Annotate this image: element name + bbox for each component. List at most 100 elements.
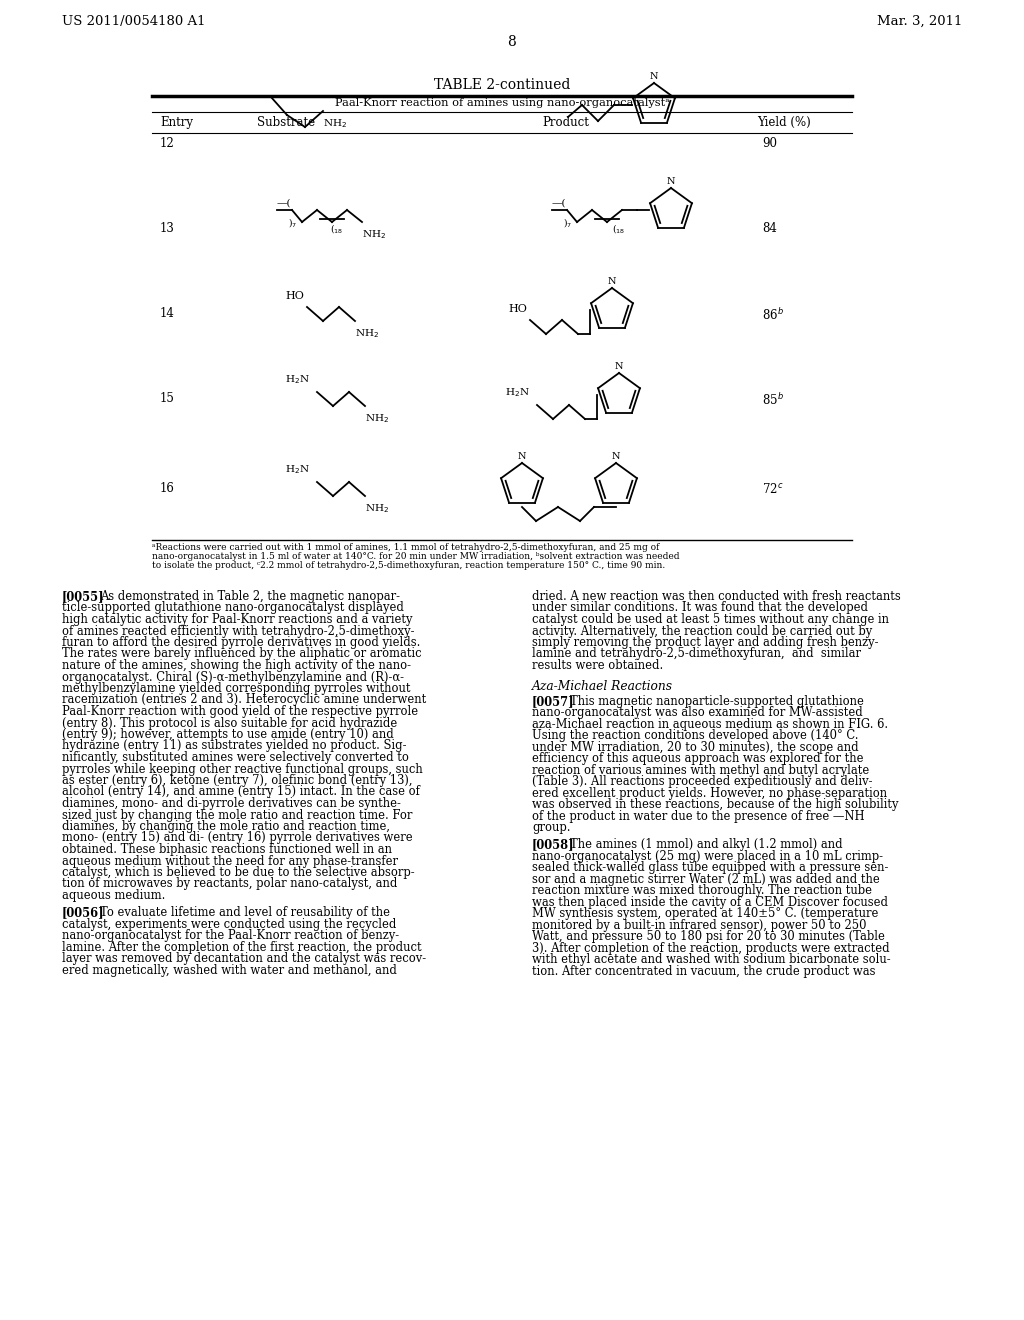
Text: aza-Michael reaction in aqueous medium as shown in FIG. 6.: aza-Michael reaction in aqueous medium a… bbox=[532, 718, 888, 731]
Text: catalyst, which is believed to be due to the selective absorp-: catalyst, which is believed to be due to… bbox=[62, 866, 415, 879]
Text: ticle-supported glutathione nano-organocatalyst displayed: ticle-supported glutathione nano-organoc… bbox=[62, 602, 403, 615]
Text: sized just by changing the mole ratio and reaction time. For: sized just by changing the mole ratio an… bbox=[62, 808, 413, 821]
Text: Substrate: Substrate bbox=[257, 116, 315, 129]
Text: diamines, mono- and di-pyrrole derivatives can be synthe-: diamines, mono- and di-pyrrole derivativ… bbox=[62, 797, 400, 810]
Text: 12: 12 bbox=[160, 137, 175, 150]
Text: group.: group. bbox=[532, 821, 570, 834]
Text: 16: 16 bbox=[160, 482, 175, 495]
Text: catalyst, experiments were conducted using the recycled: catalyst, experiments were conducted usi… bbox=[62, 917, 396, 931]
Text: Mar. 3, 2011: Mar. 3, 2011 bbox=[877, 15, 962, 28]
Text: racemization (entries 2 and 3). Heterocyclic amine underwent: racemization (entries 2 and 3). Heterocy… bbox=[62, 693, 426, 706]
Text: lamine. After the completion of the first reaction, the product: lamine. After the completion of the firs… bbox=[62, 941, 422, 954]
Text: N: N bbox=[611, 451, 621, 461]
Text: ($_{18}$: ($_{18}$ bbox=[612, 222, 625, 235]
Text: hydrazine (entry 11) as substrates yielded no product. Sig-: hydrazine (entry 11) as substrates yield… bbox=[62, 739, 407, 752]
Text: US 2011/0054180 A1: US 2011/0054180 A1 bbox=[62, 15, 206, 28]
Text: 15: 15 bbox=[160, 392, 175, 405]
Text: mono- (entry 15) and di- (entry 16) pyrrole derivatives were: mono- (entry 15) and di- (entry 16) pyrr… bbox=[62, 832, 413, 845]
Text: reaction mixture was mixed thoroughly. The reaction tube: reaction mixture was mixed thoroughly. T… bbox=[532, 884, 872, 898]
Text: organocatalyst. Chiral (S)-α-methylbenzylamine and (R)-α-: organocatalyst. Chiral (S)-α-methylbenzy… bbox=[62, 671, 404, 684]
Text: NH$_2$: NH$_2$ bbox=[362, 228, 386, 240]
Text: [0057]: [0057] bbox=[532, 694, 574, 708]
Text: Aza-Michael Reactions: Aza-Michael Reactions bbox=[532, 680, 673, 693]
Text: Paal-Knorr reaction with good yield of the respective pyrrole: Paal-Knorr reaction with good yield of t… bbox=[62, 705, 418, 718]
Text: NH$_2$: NH$_2$ bbox=[365, 502, 389, 515]
Text: 8: 8 bbox=[508, 36, 516, 49]
Text: (Table 3). All reactions proceeded expeditiously and deliv-: (Table 3). All reactions proceeded exped… bbox=[532, 775, 872, 788]
Text: —(: —( bbox=[278, 199, 292, 209]
Text: 14: 14 bbox=[160, 308, 175, 319]
Text: The rates were barely influenced by the aliphatic or aromatic: The rates were barely influenced by the … bbox=[62, 648, 422, 660]
Text: high catalytic activity for Paal-Knorr reactions and a variety: high catalytic activity for Paal-Knorr r… bbox=[62, 612, 413, 626]
Text: aqueous medium.: aqueous medium. bbox=[62, 888, 165, 902]
Text: nano-organocatalyst was also examined for MW-assisted: nano-organocatalyst was also examined fo… bbox=[532, 706, 863, 719]
Text: 85$^b$: 85$^b$ bbox=[762, 392, 784, 408]
Text: was observed in these reactions, because of the high solubility: was observed in these reactions, because… bbox=[532, 799, 898, 812]
Text: nano-organocatalyst (25 mg) were placed in a 10 mL crimp-: nano-organocatalyst (25 mg) were placed … bbox=[532, 850, 883, 863]
Text: lamine and tetrahydro-2,5-dimethoxyfuran,  and  similar: lamine and tetrahydro-2,5-dimethoxyfuran… bbox=[532, 648, 861, 660]
Text: efficiency of this aqueous approach was explored for the: efficiency of this aqueous approach was … bbox=[532, 752, 863, 766]
Text: Paal-Knorr reaction of amines using nano-organocatalystᵃ: Paal-Knorr reaction of amines using nano… bbox=[335, 98, 670, 108]
Text: activity. Alternatively, the reaction could be carried out by: activity. Alternatively, the reaction co… bbox=[532, 624, 872, 638]
Text: N: N bbox=[518, 451, 526, 461]
Text: ered excellent product yields. However, no phase-separation: ered excellent product yields. However, … bbox=[532, 787, 887, 800]
Text: NH$_2$: NH$_2$ bbox=[365, 412, 389, 425]
Text: —(: —( bbox=[552, 199, 566, 209]
Text: pyrroles while keeping other reactive functional groups, such: pyrroles while keeping other reactive fu… bbox=[62, 763, 423, 776]
Text: H$_2$N: H$_2$N bbox=[505, 387, 529, 399]
Text: methylbenzylamine yielded corresponding pyrroles without: methylbenzylamine yielded corresponding … bbox=[62, 682, 411, 696]
Text: of the product in water due to the presence of free —NH: of the product in water due to the prese… bbox=[532, 809, 864, 822]
Text: 86$^b$: 86$^b$ bbox=[762, 308, 784, 323]
Text: This magnetic nanoparticle-supported glutathione: This magnetic nanoparticle-supported glu… bbox=[570, 694, 864, 708]
Text: As demonstrated in Table 2, the magnetic nanopar-: As demonstrated in Table 2, the magnetic… bbox=[100, 590, 400, 603]
Text: 90: 90 bbox=[762, 137, 777, 150]
Text: diamines, by changing the mole ratio and reaction time,: diamines, by changing the mole ratio and… bbox=[62, 820, 390, 833]
Text: nature of the amines, showing the high activity of the nano-: nature of the amines, showing the high a… bbox=[62, 659, 411, 672]
Text: To evaluate lifetime and level of reusability of the: To evaluate lifetime and level of reusab… bbox=[100, 907, 390, 919]
Text: NH$_2$: NH$_2$ bbox=[355, 327, 379, 339]
Text: under MW irradiation, 20 to 30 minutes), the scope and: under MW irradiation, 20 to 30 minutes),… bbox=[532, 741, 859, 754]
Text: Entry: Entry bbox=[160, 116, 193, 129]
Text: NH$_2$: NH$_2$ bbox=[323, 117, 347, 129]
Text: under similar conditions. It was found that the developed: under similar conditions. It was found t… bbox=[532, 602, 868, 615]
Text: with ethyl acetate and washed with sodium bicarbonate solu-: with ethyl acetate and washed with sodiu… bbox=[532, 953, 891, 966]
Text: as ester (entry 6), ketone (entry 7), olefinic bond (entry 13),: as ester (entry 6), ketone (entry 7), ol… bbox=[62, 774, 413, 787]
Text: nano-organocatalyst for the Paal-Knorr reaction of benzy-: nano-organocatalyst for the Paal-Knorr r… bbox=[62, 929, 399, 942]
Text: The amines (1 mmol) and alkyl (1.2 mmol) and: The amines (1 mmol) and alkyl (1.2 mmol)… bbox=[570, 838, 843, 851]
Text: was then placed inside the cavity of a CEM Discover focused: was then placed inside the cavity of a C… bbox=[532, 896, 888, 909]
Text: (entry 8). This protocol is also suitable for acid hydrazide: (entry 8). This protocol is also suitabl… bbox=[62, 717, 397, 730]
Text: HO: HO bbox=[285, 290, 304, 301]
Text: (entry 9); however, attempts to use amide (entry 10) and: (entry 9); however, attempts to use amid… bbox=[62, 729, 394, 741]
Text: Product: Product bbox=[542, 116, 589, 129]
Text: nano-organocatalyst in 1.5 ml of water at 140°C. for 20 min under MW irradiation: nano-organocatalyst in 1.5 ml of water a… bbox=[152, 552, 680, 561]
Text: Using the reaction conditions developed above (140° C.: Using the reaction conditions developed … bbox=[532, 729, 858, 742]
Text: )$_7$: )$_7$ bbox=[288, 216, 297, 228]
Text: reaction of various amines with methyl and butyl acrylate: reaction of various amines with methyl a… bbox=[532, 764, 869, 776]
Text: ered magnetically, washed with water and methanol, and: ered magnetically, washed with water and… bbox=[62, 964, 397, 977]
Text: MW synthesis system, operated at 140±5° C. (temperature: MW synthesis system, operated at 140±5° … bbox=[532, 907, 879, 920]
Text: nificantly, substituted amines were selectively converted to: nificantly, substituted amines were sele… bbox=[62, 751, 409, 764]
Text: ($_{18}$: ($_{18}$ bbox=[330, 222, 343, 235]
Text: obtained. These biphasic reactions functioned well in an: obtained. These biphasic reactions funct… bbox=[62, 843, 392, 855]
Text: dried. A new reaction was then conducted with fresh reactants: dried. A new reaction was then conducted… bbox=[532, 590, 901, 603]
Text: of amines reacted efficiently with tetrahydro-2,5-dimethoxy-: of amines reacted efficiently with tetra… bbox=[62, 624, 415, 638]
Text: Watt, and pressure 50 to 180 psi for 20 to 30 minutes (Table: Watt, and pressure 50 to 180 psi for 20 … bbox=[532, 931, 885, 944]
Text: N: N bbox=[614, 362, 624, 371]
Text: TABLE 2-continued: TABLE 2-continued bbox=[434, 78, 570, 92]
Text: ᵃReactions were carried out with 1 mmol of amines, 1.1 mmol of tetrahydro-2,5-di: ᵃReactions were carried out with 1 mmol … bbox=[152, 543, 659, 552]
Text: HO: HO bbox=[508, 304, 527, 314]
Text: [0056]: [0056] bbox=[62, 907, 104, 919]
Text: [0055]: [0055] bbox=[62, 590, 104, 603]
Text: H$_2$N: H$_2$N bbox=[285, 463, 309, 477]
Text: monitored by a built-in infrared sensor), power 50 to 250: monitored by a built-in infrared sensor)… bbox=[532, 919, 866, 932]
Text: catalyst could be used at least 5 times without any change in: catalyst could be used at least 5 times … bbox=[532, 612, 889, 626]
Text: N: N bbox=[667, 177, 675, 186]
Text: sealed thick-walled glass tube equipped with a pressure sen-: sealed thick-walled glass tube equipped … bbox=[532, 862, 889, 874]
Text: 84: 84 bbox=[762, 222, 777, 235]
Text: 72$^c$: 72$^c$ bbox=[762, 482, 783, 496]
Text: alcohol (entry 14), and amine (entry 15) intact. In the case of: alcohol (entry 14), and amine (entry 15)… bbox=[62, 785, 420, 799]
Text: to isolate the product, ᶜ2.2 mmol of tetrahydro-2,5-dimethoxyfuran, reaction tem: to isolate the product, ᶜ2.2 mmol of tet… bbox=[152, 561, 666, 570]
Text: results were obtained.: results were obtained. bbox=[532, 659, 664, 672]
Text: sor and a magnetic stirrer Water (2 mL) was added and the: sor and a magnetic stirrer Water (2 mL) … bbox=[532, 873, 880, 886]
Text: aqueous medium without the need for any phase-transfer: aqueous medium without the need for any … bbox=[62, 854, 398, 867]
